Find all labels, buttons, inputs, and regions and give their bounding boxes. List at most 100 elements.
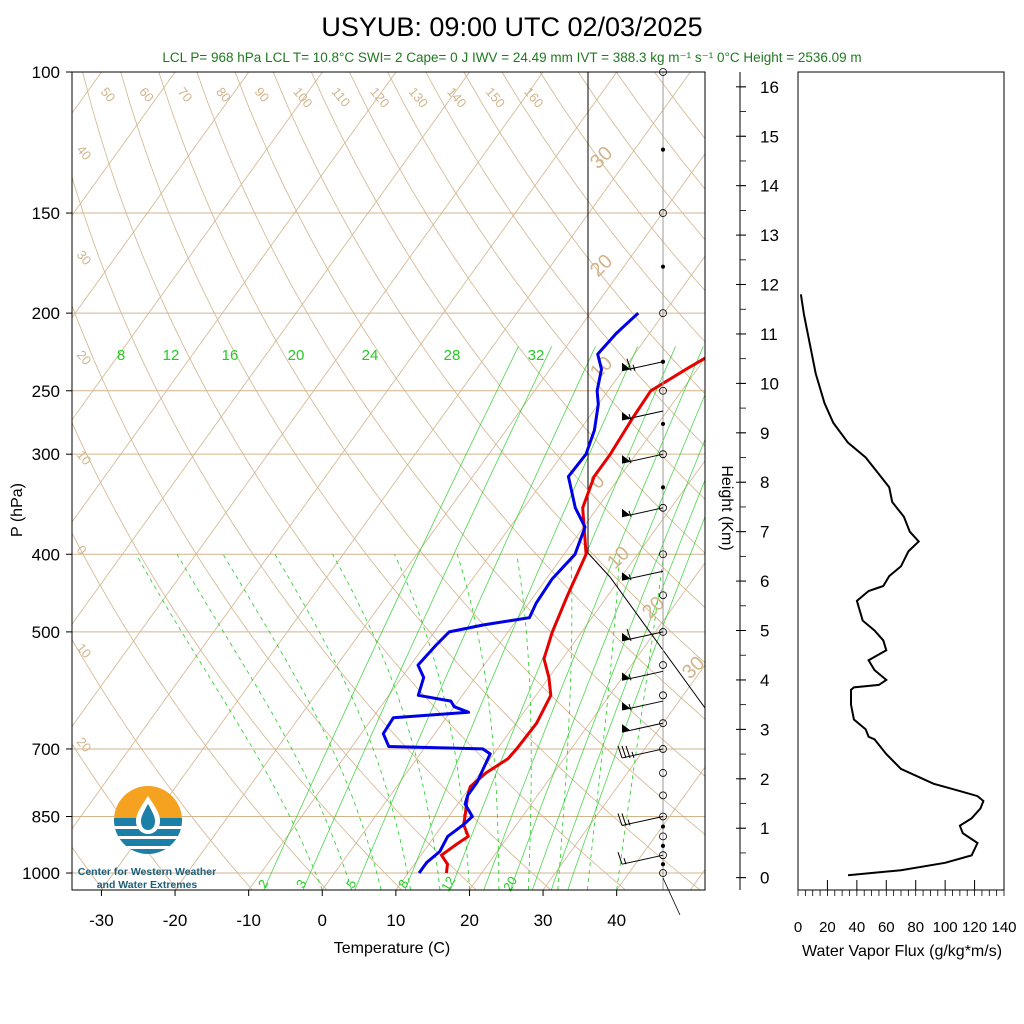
skewt-plot-frame	[71, 71, 706, 891]
cw3e-logo: Center for Western Weather and Water Ext…	[78, 786, 216, 891]
wind-barb-shaft	[621, 700, 664, 711]
isotherm-line	[72, 72, 544, 728]
wind-barb-flag	[621, 813, 627, 826]
dry-adiabat-line	[272, 72, 705, 664]
wind-barb-pennant	[622, 702, 630, 711]
isotherm-line	[542, 664, 705, 890]
wind-barb-half-flag	[628, 674, 632, 681]
y-axis-tick-label: 300	[32, 445, 60, 464]
wind-level-marker	[659, 745, 667, 753]
isotherm-line	[395, 459, 705, 890]
wind-barb-pennant	[622, 672, 630, 681]
moist-adiabat-line	[135, 554, 323, 890]
logo-text-line1: Center for Western Weather	[78, 866, 216, 878]
wind-barb-column	[617, 68, 681, 916]
mixing-ratio-line	[450, 346, 676, 890]
dewpoint-profile-line	[381, 311, 640, 874]
logo-wave-2	[114, 836, 182, 839]
dry-adiabat-line	[72, 532, 328, 890]
isotherm-line	[248, 255, 705, 890]
logo-text-line2: and Water Extremes	[97, 879, 198, 891]
flux-y-tick-label: 8	[760, 473, 769, 492]
isotherm-line	[72, 72, 618, 830]
flux-y-tick-label: 1	[760, 819, 769, 838]
mixing-ratio-lines	[135, 346, 705, 890]
wind-barb-flag	[617, 745, 623, 759]
skewt-axes: -30 -20 -10 0 10 20 30 401001502002503004005007…	[22, 63, 626, 930]
flux-y-tick-label: 7	[760, 523, 769, 542]
wind-level-marker	[659, 386, 667, 395]
wind-level-marker	[659, 550, 667, 559]
wind-barb-flag	[626, 628, 632, 642]
y-axis-tick-label: 850	[32, 807, 60, 826]
wind-barb-shaft	[621, 361, 664, 372]
dry-adiabat-line	[72, 175, 552, 890]
adiabat-label: 90	[252, 84, 273, 105]
mixing-ratio-top-label: 28	[444, 347, 461, 364]
dry-adiabat-line	[310, 72, 705, 609]
wind-barb-shaft	[621, 722, 664, 733]
wind-level-marker	[660, 421, 666, 427]
wind-level-marker	[659, 791, 667, 800]
wind-barb-flag	[625, 745, 631, 759]
flux-y-tick-label: 0	[760, 869, 769, 888]
wind-level-marker	[660, 264, 666, 269]
moist-adiabat-line	[222, 554, 382, 890]
x-axis-label: Temperature (C)	[334, 940, 450, 957]
wind-level-marker	[659, 769, 667, 777]
dry-adiabat-line	[72, 846, 104, 890]
wind-level-marker	[659, 719, 667, 728]
y-axis-tick-label: 400	[32, 545, 60, 564]
x-axis-tick-label: 40	[607, 911, 626, 930]
mixing-ratio-line	[263, 346, 519, 890]
flux-y-tick-label: 6	[760, 572, 769, 591]
isotherm-label: 0	[74, 542, 90, 557]
wind-barb-half-flag	[628, 413, 632, 421]
dry-adiabat-line	[158, 72, 705, 836]
moist-adiabat-line	[557, 554, 573, 890]
flux-x-tick-label: 100	[933, 919, 958, 936]
wind-barb-flag	[617, 852, 623, 865]
wind-barb-pennant	[622, 455, 630, 464]
skewt-background-labels: 50 60 70 80 90 100 110 120 130 140 150 160403020100…	[74, 72, 709, 894]
wind-barb-shaft	[621, 670, 664, 681]
x-axis-tick-label: 30	[534, 911, 553, 930]
flux-y-tick-label: 12	[760, 276, 779, 295]
dry-adiabat-line	[72, 743, 179, 890]
moist-adiabat-line	[456, 554, 500, 890]
wind-barb-half-flag	[631, 751, 635, 759]
dry-adiabat-line	[72, 304, 477, 890]
flux-y-tick-label: 2	[760, 770, 769, 789]
wind-level-marker	[660, 862, 666, 867]
y-axis-tick-label: 150	[32, 204, 60, 223]
adiabat-label: 70	[175, 84, 196, 105]
adiabat-label: 110	[329, 84, 354, 110]
x-axis-tick-label: -10	[236, 911, 261, 930]
mixing-ratio-bottom-label: 3	[293, 877, 310, 891]
flux-series-line	[799, 294, 985, 877]
wind-barb-half-flag	[628, 457, 632, 464]
wind-barb-shaft	[621, 631, 664, 642]
y-axis-tick-label: 250	[32, 382, 60, 401]
x-axis-tick-label: -30	[89, 911, 114, 930]
moist-adiabat-line	[616, 554, 665, 890]
flux-y-axis-label: Height (Km)	[718, 465, 735, 550]
mixing-ratio-line	[509, 393, 705, 890]
isotherm-label: 20	[74, 347, 95, 368]
isotherm-label: 10	[74, 447, 95, 468]
right-isotherm-label: 20	[586, 250, 617, 281]
mixing-ratio-top-label: 20	[288, 347, 305, 364]
dry-adiabat-line	[387, 72, 705, 500]
mixing-ratio-top-label: 12	[163, 347, 180, 364]
mixing-ratio-bottom-label: 5	[343, 877, 360, 891]
wind-level-marker	[659, 209, 667, 217]
y-axis-tick-label: 100	[32, 63, 60, 82]
wind-level-marker	[659, 309, 667, 318]
flux-x-tick-label: 60	[878, 919, 895, 936]
mixing-ratio-line	[404, 346, 639, 890]
flux-y-tick-label: 16	[760, 78, 779, 97]
wind-barb-shaft	[621, 816, 664, 826]
y-axis-tick-label: 500	[32, 623, 60, 642]
flux-y-tick-label: 10	[760, 374, 779, 393]
wind-level-marker	[659, 503, 667, 512]
